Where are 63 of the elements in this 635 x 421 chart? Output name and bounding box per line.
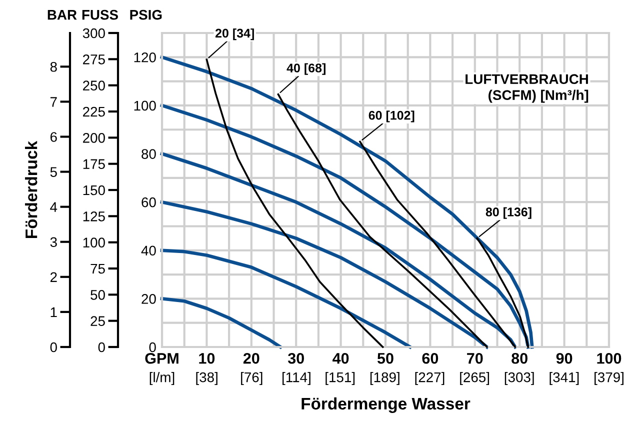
x2-tick-label: [189]	[370, 372, 400, 385]
y3-axis-title: Förderdruck	[25, 140, 38, 238]
x-tick-label: 80	[512, 352, 528, 364]
x2-tick-label: [l/m]	[150, 372, 174, 385]
y-tick-label: 100	[134, 100, 156, 111]
x2-tick-label: [38]	[196, 372, 218, 385]
y2-tick-label: 125	[83, 212, 105, 222]
y2-tick-label: 250	[83, 80, 105, 91]
annotation: LUFTVERBRAUCH (SCFM) [Nm³/h]	[466, 74, 588, 103]
text: BAR	[48, 10, 77, 20]
x-tick-label: 30	[288, 352, 304, 364]
y-tick-label: 40	[141, 246, 156, 256]
y-tick-label: 60	[142, 197, 156, 208]
y3-tick-label: 4	[50, 202, 58, 212]
x-tick-label: 10	[199, 352, 215, 364]
y3-tick-label: 0	[50, 342, 57, 352]
x-axis-title: Fördermenge Wasser	[302, 397, 470, 413]
y2-tick-label: 100	[83, 238, 105, 248]
y-tick-label: 80	[142, 149, 156, 159]
x-tick-label: 50	[377, 352, 394, 364]
series-label: 40 [68]	[286, 63, 326, 75]
y2-tick-label: 75	[90, 264, 105, 274]
x2-tick-label: [227]	[415, 372, 444, 385]
y3-tick-label: 3	[50, 237, 57, 248]
x-tick-label: GPM	[145, 352, 178, 364]
y3-tick-label: 1	[50, 307, 57, 317]
line-series	[160, 297, 282, 349]
x-tick-label: 90	[556, 352, 572, 364]
x2-tick-label: [265]	[460, 372, 490, 385]
x-tick-label: 60	[422, 352, 438, 364]
x2-tick-label: [303]	[504, 372, 534, 385]
y2-tick-label: 150	[83, 185, 105, 196]
y2-tick-label: 50	[90, 290, 105, 300]
y3-tick-label: 6	[50, 132, 57, 142]
y-axis-title: PSIG	[130, 10, 162, 20]
x2-tick-label: [379]	[594, 372, 624, 385]
y-tick-label: 120	[134, 52, 156, 62]
y2-tick-label: 200	[83, 133, 105, 143]
series-label: 20 [34]	[215, 28, 254, 40]
x2-tick-label: [151]	[326, 372, 355, 385]
series-label: 80 [136]	[486, 207, 532, 219]
line-series	[160, 248, 412, 349]
x2-tick-label: [114]	[282, 372, 310, 385]
x2-tick-label: [76]	[241, 372, 262, 385]
y3-tick-label: 2	[50, 272, 57, 282]
y-tick-label: 20	[142, 294, 156, 304]
y2-tick-label: 275	[83, 54, 105, 64]
x-tick-label: 40	[332, 352, 349, 364]
y3-tick-label: 7	[50, 97, 57, 107]
y2-tick-label: 225	[83, 106, 105, 117]
y2-tick-label: 0	[98, 342, 105, 352]
y-tick-label: 0	[149, 342, 156, 352]
y3-tick-label: 5	[50, 167, 57, 177]
x-tick-label: 100	[597, 352, 622, 364]
y2-tick-label: 300	[82, 28, 105, 38]
x-tick-label: 20	[243, 352, 260, 364]
x2-tick-label: [341]	[550, 372, 579, 385]
y2-tick-label: 25	[90, 316, 105, 326]
x-tick-label: 70	[467, 352, 483, 364]
y2-axis-title: FUSS	[82, 10, 118, 20]
series-label: 60 [102]	[368, 110, 414, 122]
y3-tick-label: 8	[50, 62, 57, 72]
y2-tick-label: 175	[83, 159, 105, 170]
